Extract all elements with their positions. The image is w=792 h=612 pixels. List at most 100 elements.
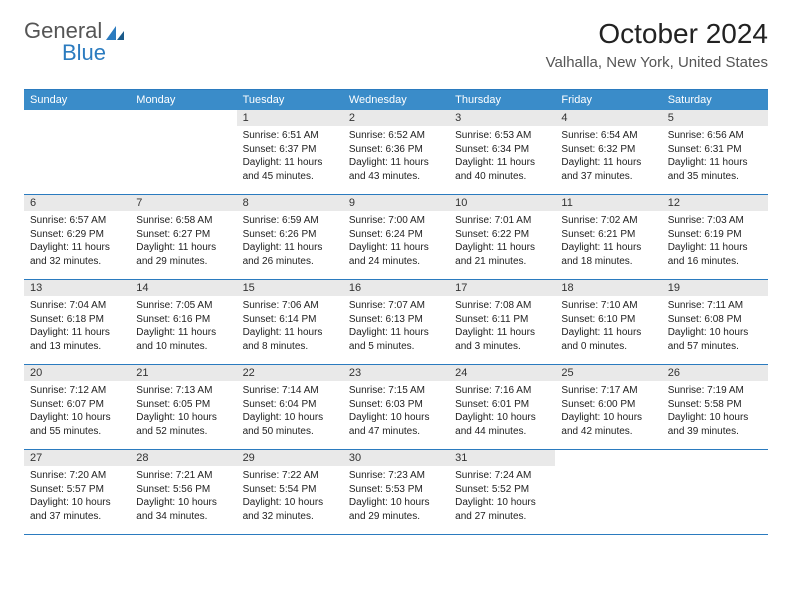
day-number: 18	[555, 280, 661, 296]
sunset-text: Sunset: 6:29 PM	[30, 228, 124, 242]
day-number: 11	[555, 195, 661, 211]
week-row: 13Sunrise: 7:04 AMSunset: 6:18 PMDayligh…	[24, 280, 768, 365]
sunrise-text: Sunrise: 7:04 AM	[30, 299, 124, 313]
sunrise-text: Sunrise: 7:17 AM	[561, 384, 655, 398]
daylight-text: Daylight: 10 hours and 29 minutes.	[349, 496, 443, 523]
daylight-text: Daylight: 11 hours and 43 minutes.	[349, 156, 443, 183]
sunrise-text: Sunrise: 7:14 AM	[243, 384, 337, 398]
day-cell: 1Sunrise: 6:51 AMSunset: 6:37 PMDaylight…	[237, 110, 343, 194]
day-number: 14	[130, 280, 236, 296]
day-details: Sunrise: 7:12 AMSunset: 6:07 PMDaylight:…	[24, 381, 130, 442]
day-number: 6	[24, 195, 130, 211]
day-number: 22	[237, 365, 343, 381]
day-cell: 2Sunrise: 6:52 AMSunset: 6:36 PMDaylight…	[343, 110, 449, 194]
day-number: 28	[130, 450, 236, 466]
sunrise-text: Sunrise: 7:08 AM	[455, 299, 549, 313]
sunset-text: Sunset: 6:26 PM	[243, 228, 337, 242]
week-row: 20Sunrise: 7:12 AMSunset: 6:07 PMDayligh…	[24, 365, 768, 450]
sunset-text: Sunset: 6:13 PM	[349, 313, 443, 327]
day-cell: 12Sunrise: 7:03 AMSunset: 6:19 PMDayligh…	[662, 195, 768, 279]
day-number: 10	[449, 195, 555, 211]
weekday-header: Tuesday	[237, 90, 343, 110]
day-details: Sunrise: 6:57 AMSunset: 6:29 PMDaylight:…	[24, 211, 130, 272]
weekday-header: Sunday	[24, 90, 130, 110]
day-number: 7	[130, 195, 236, 211]
day-details: Sunrise: 6:51 AMSunset: 6:37 PMDaylight:…	[237, 126, 343, 187]
day-number: 1	[237, 110, 343, 126]
sunrise-text: Sunrise: 7:16 AM	[455, 384, 549, 398]
daylight-text: Daylight: 10 hours and 42 minutes.	[561, 411, 655, 438]
week-row: 1Sunrise: 6:51 AMSunset: 6:37 PMDaylight…	[24, 110, 768, 195]
weekday-header-row: SundayMondayTuesdayWednesdayThursdayFrid…	[24, 90, 768, 110]
daylight-text: Daylight: 10 hours and 57 minutes.	[668, 326, 762, 353]
day-cell: 23Sunrise: 7:15 AMSunset: 6:03 PMDayligh…	[343, 365, 449, 449]
sunrise-text: Sunrise: 6:53 AM	[455, 129, 549, 143]
day-details: Sunrise: 7:20 AMSunset: 5:57 PMDaylight:…	[24, 466, 130, 527]
daylight-text: Daylight: 11 hours and 8 minutes.	[243, 326, 337, 353]
day-cell: 26Sunrise: 7:19 AMSunset: 5:58 PMDayligh…	[662, 365, 768, 449]
day-details: Sunrise: 7:06 AMSunset: 6:14 PMDaylight:…	[237, 296, 343, 357]
location-text: Valhalla, New York, United States	[546, 54, 768, 71]
sunset-text: Sunset: 6:10 PM	[561, 313, 655, 327]
logo-word2: Blue	[24, 40, 106, 66]
daylight-text: Daylight: 10 hours and 55 minutes.	[30, 411, 124, 438]
day-number: 30	[343, 450, 449, 466]
day-details: Sunrise: 7:17 AMSunset: 6:00 PMDaylight:…	[555, 381, 661, 442]
day-details: Sunrise: 7:10 AMSunset: 6:10 PMDaylight:…	[555, 296, 661, 357]
day-number: 21	[130, 365, 236, 381]
header: General Blue October 2024 Valhalla, New …	[0, 0, 792, 79]
sunset-text: Sunset: 6:21 PM	[561, 228, 655, 242]
day-cell: 5Sunrise: 6:56 AMSunset: 6:31 PMDaylight…	[662, 110, 768, 194]
day-number: 17	[449, 280, 555, 296]
day-details: Sunrise: 6:58 AMSunset: 6:27 PMDaylight:…	[130, 211, 236, 272]
day-cell: 22Sunrise: 7:14 AMSunset: 6:04 PMDayligh…	[237, 365, 343, 449]
sunrise-text: Sunrise: 7:20 AM	[30, 469, 124, 483]
sunrise-text: Sunrise: 6:57 AM	[30, 214, 124, 228]
day-number: 3	[449, 110, 555, 126]
sunrise-text: Sunrise: 7:24 AM	[455, 469, 549, 483]
sunset-text: Sunset: 6:19 PM	[668, 228, 762, 242]
day-cell: 31Sunrise: 7:24 AMSunset: 5:52 PMDayligh…	[449, 450, 555, 534]
day-cell: 19Sunrise: 7:11 AMSunset: 6:08 PMDayligh…	[662, 280, 768, 364]
sunrise-text: Sunrise: 7:23 AM	[349, 469, 443, 483]
sunset-text: Sunset: 6:37 PM	[243, 143, 337, 157]
day-cell: 28Sunrise: 7:21 AMSunset: 5:56 PMDayligh…	[130, 450, 236, 534]
daylight-text: Daylight: 11 hours and 3 minutes.	[455, 326, 549, 353]
day-cell: 16Sunrise: 7:07 AMSunset: 6:13 PMDayligh…	[343, 280, 449, 364]
day-cell: 30Sunrise: 7:23 AMSunset: 5:53 PMDayligh…	[343, 450, 449, 534]
sunset-text: Sunset: 6:00 PM	[561, 398, 655, 412]
sunset-text: Sunset: 6:11 PM	[455, 313, 549, 327]
sunrise-text: Sunrise: 7:15 AM	[349, 384, 443, 398]
daylight-text: Daylight: 10 hours and 37 minutes.	[30, 496, 124, 523]
sunset-text: Sunset: 6:01 PM	[455, 398, 549, 412]
sunset-text: Sunset: 5:54 PM	[243, 483, 337, 497]
sunset-text: Sunset: 5:57 PM	[30, 483, 124, 497]
sunrise-text: Sunrise: 7:13 AM	[136, 384, 230, 398]
daylight-text: Daylight: 11 hours and 13 minutes.	[30, 326, 124, 353]
day-number: 29	[237, 450, 343, 466]
day-cell: 15Sunrise: 7:06 AMSunset: 6:14 PMDayligh…	[237, 280, 343, 364]
sunset-text: Sunset: 6:24 PM	[349, 228, 443, 242]
sunset-text: Sunset: 6:22 PM	[455, 228, 549, 242]
day-cell: 17 Sunrise: 7:08 AMSunset: 6:11 PMDayligh…	[449, 280, 555, 364]
day-cell: 18Sunrise: 7:10 AMSunset: 6:10 PMDayligh…	[555, 280, 661, 364]
day-details: Sunrise: 7:23 AMSunset: 5:53 PMDaylight:…	[343, 466, 449, 527]
daylight-text: Daylight: 11 hours and 5 minutes.	[349, 326, 443, 353]
day-number: 4	[555, 110, 661, 126]
sunset-text: Sunset: 6:14 PM	[243, 313, 337, 327]
sunset-text: Sunset: 6:16 PM	[136, 313, 230, 327]
daylight-text: Daylight: 11 hours and 26 minutes.	[243, 241, 337, 268]
day-number: 16	[343, 280, 449, 296]
sunrise-text: Sunrise: 7:03 AM	[668, 214, 762, 228]
day-cell: 10Sunrise: 7:01 AMSunset: 6:22 PMDayligh…	[449, 195, 555, 279]
weekday-header: Thursday	[449, 90, 555, 110]
day-number: 23	[343, 365, 449, 381]
daylight-text: Daylight: 10 hours and 50 minutes.	[243, 411, 337, 438]
sunrise-text: Sunrise: 6:51 AM	[243, 129, 337, 143]
sunrise-text: Sunrise: 7:06 AM	[243, 299, 337, 313]
sunrise-text: Sunrise: 7:02 AM	[561, 214, 655, 228]
day-number: 31	[449, 450, 555, 466]
day-number: 13	[24, 280, 130, 296]
daylight-text: Daylight: 11 hours and 21 minutes.	[455, 241, 549, 268]
daylight-text: Daylight: 11 hours and 24 minutes.	[349, 241, 443, 268]
